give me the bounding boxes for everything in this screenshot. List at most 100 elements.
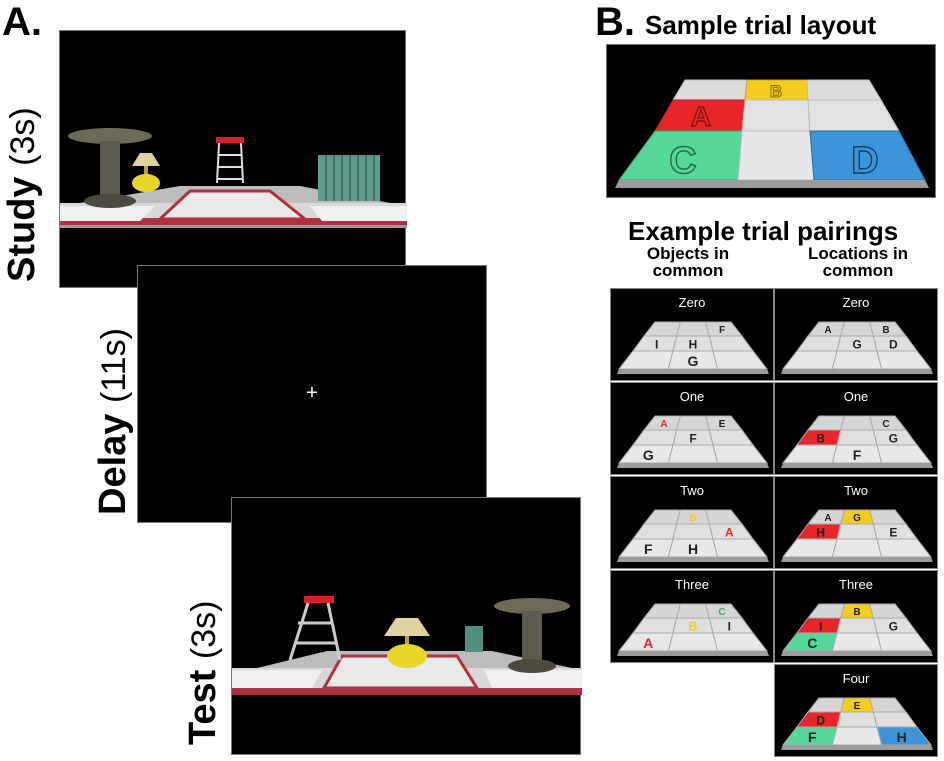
delay-screen: + (137, 265, 487, 523)
lamp-object-test (384, 618, 430, 668)
grid-tile (840, 321, 874, 337)
grid-letter: G (643, 447, 654, 463)
locations-cell-two: Two A G H E (774, 476, 938, 569)
grid-tile (806, 603, 845, 619)
objects-grid: C B I A (617, 603, 769, 656)
grid-tile (840, 415, 874, 431)
grid-tile (712, 350, 769, 370)
grid-tile (836, 429, 878, 446)
grid-letter: A (660, 419, 667, 430)
objects-grid: A E F G (617, 415, 769, 468)
grid-letter: A (824, 325, 831, 336)
grid-tile (708, 617, 754, 634)
grid-tile (781, 444, 838, 464)
locations-grid: A G H E (781, 509, 933, 562)
ladder-object-test (288, 596, 342, 661)
lamp-object (132, 153, 160, 192)
grid-tile (708, 429, 754, 446)
pairings-title: Example trial pairings (628, 216, 899, 246)
grid-letter: G (889, 432, 898, 446)
study-screen (59, 30, 407, 288)
grid-tile (667, 632, 719, 652)
sample-letter-b: B (770, 82, 782, 101)
grid-tile (796, 335, 842, 352)
grid-letter: A (824, 513, 831, 524)
col-header-objects: Objects in common (646, 244, 730, 280)
grid-tile (632, 429, 678, 446)
grid-letter: H (688, 541, 698, 557)
grid-tile (712, 444, 769, 464)
grid-letter: G (853, 513, 861, 524)
objects-cell-three: Three C B I A (610, 570, 774, 663)
test-screen (231, 497, 582, 755)
grid-tile (869, 697, 908, 713)
grid-tile (712, 538, 769, 558)
sample-layout-title: Sample trial layout (645, 10, 877, 40)
sample-grid: B A C D (615, 79, 929, 188)
grid-tile (676, 603, 710, 619)
ladder-object (216, 137, 244, 184)
grid-letter: C (718, 607, 725, 618)
grid-letter: B (882, 325, 889, 336)
grid-letter: H (689, 338, 698, 352)
grid-tile (876, 444, 933, 464)
grid-tile (836, 711, 878, 728)
grid-tile (632, 523, 678, 540)
col-header-locations: Locations in common (807, 244, 909, 280)
grid-letter: G (688, 353, 699, 369)
grid-letter: C (807, 635, 817, 651)
grid-tile (642, 603, 681, 619)
grid-tile (831, 632, 883, 652)
grid-letter: F (853, 447, 862, 463)
grid-tile (869, 509, 908, 525)
grid-tile (831, 726, 883, 746)
grid-letter: B (689, 513, 696, 524)
grid-tile (869, 603, 908, 619)
grid-tile (781, 350, 838, 370)
study-scene (60, 128, 407, 228)
grid-letter: H (897, 729, 907, 745)
panel-a-letter: A. (2, 0, 42, 44)
grid-letter: B (853, 607, 860, 618)
grid-tile (617, 350, 674, 370)
objects-cell-title: One (679, 389, 705, 404)
grid-tile (806, 415, 845, 431)
locations-cell-one: One C B G F (774, 382, 938, 475)
objects-cell-zero: Zero F I H G (610, 288, 774, 381)
grid-tile (632, 617, 678, 634)
grid-tile (705, 509, 744, 525)
sample-letter-c: C (669, 140, 696, 182)
grid-tile (836, 617, 878, 634)
locations-cell-title: Four (842, 671, 870, 686)
grid-letter: G (889, 620, 898, 634)
grid-tile (676, 321, 710, 337)
grid-tile (831, 350, 883, 370)
grid-letter: H (816, 526, 825, 540)
objects-grid: B A F H (617, 509, 769, 562)
grid-tile (876, 538, 933, 558)
grid-letter: D (816, 714, 825, 728)
grid-tile (708, 335, 754, 352)
objects-cell-title: Two (680, 483, 704, 498)
birdbath-object-test (494, 598, 570, 673)
locations-grid: E DF H (781, 697, 933, 750)
grid-letter: B (689, 620, 698, 634)
grid-tile (781, 538, 838, 558)
grid-letter: F (808, 729, 817, 745)
fixation-cross: + (306, 382, 318, 404)
grid-tile (806, 697, 845, 713)
grid-letter: I (819, 620, 822, 634)
radiator-object (318, 155, 380, 201)
objects-grid: F I HG (617, 321, 769, 374)
locations-cell-four: Four E D F H (774, 664, 938, 757)
radiator-object-test (465, 626, 483, 652)
locations-cell-title: One (843, 389, 869, 404)
grid-tile (836, 523, 878, 540)
grid-tile (672, 523, 714, 540)
locations-cell-title: Two (844, 483, 868, 498)
locations-cell-title: Three (839, 577, 873, 592)
grid-letter: I (655, 338, 658, 352)
grid-tile (667, 444, 719, 464)
grid-letter: A (725, 526, 734, 540)
locations-grid: B I G C (781, 603, 933, 656)
